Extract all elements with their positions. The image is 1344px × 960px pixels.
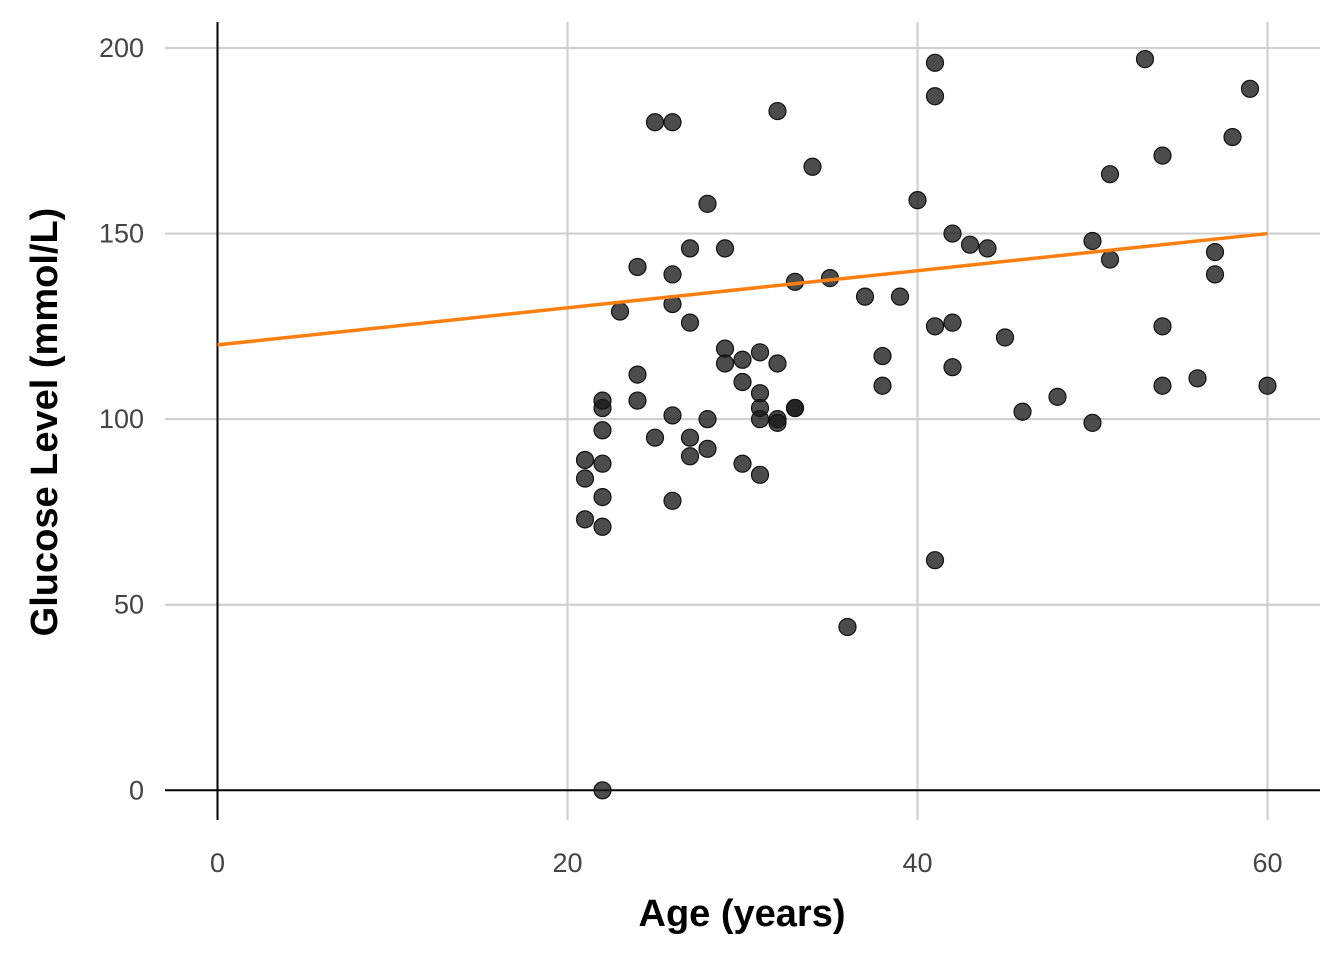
data-point <box>943 224 962 243</box>
data-point <box>1100 165 1120 184</box>
data-point <box>628 257 647 277</box>
data-point <box>680 447 700 466</box>
data-point <box>628 391 647 410</box>
data-point <box>978 239 997 258</box>
data-point <box>733 372 752 392</box>
data-point <box>645 113 665 132</box>
data-point <box>1205 243 1225 262</box>
data-point <box>943 358 962 377</box>
data-point <box>873 376 892 395</box>
data-point <box>1153 317 1172 336</box>
data-point <box>628 365 647 384</box>
data-point <box>768 101 787 121</box>
data-point <box>575 469 595 488</box>
axes <box>165 22 1320 820</box>
y-tick-label: 100 <box>99 404 144 434</box>
data-points <box>575 50 1277 800</box>
y-tick-label: 200 <box>99 33 144 63</box>
data-point <box>698 194 717 213</box>
data-point <box>698 439 717 458</box>
data-point <box>593 781 612 800</box>
tick-labels: 0 20 40 60 0 50 100 150 200 <box>99 33 1283 878</box>
data-point <box>960 235 980 254</box>
data-point <box>1188 369 1207 388</box>
data-point <box>593 391 612 410</box>
data-point <box>768 413 787 432</box>
grid <box>165 22 1320 820</box>
x-tick-label: 0 <box>210 848 225 878</box>
x-tick-label: 40 <box>902 848 932 878</box>
data-point <box>575 450 595 470</box>
data-point <box>838 617 857 637</box>
y-tick-label: 50 <box>114 590 144 620</box>
data-point <box>925 87 945 106</box>
data-point <box>750 410 770 429</box>
data-point <box>1135 50 1155 69</box>
data-point <box>925 53 945 72</box>
data-point <box>908 191 927 210</box>
data-point <box>680 239 700 258</box>
data-point <box>873 346 892 366</box>
data-point <box>1153 376 1172 395</box>
x-axis-title: Age (years) <box>639 893 846 935</box>
data-point <box>733 454 752 473</box>
data-point <box>610 302 630 321</box>
data-point <box>680 428 700 447</box>
data-point <box>1013 402 1032 421</box>
data-point <box>1083 231 1102 251</box>
data-point <box>995 328 1015 347</box>
data-point <box>1153 146 1172 165</box>
data-point <box>663 406 682 425</box>
data-point <box>890 287 910 306</box>
data-point <box>1048 387 1067 406</box>
data-point <box>1100 250 1120 269</box>
data-point <box>1240 79 1260 98</box>
data-point <box>1083 413 1102 432</box>
data-point <box>943 313 962 332</box>
data-point <box>663 113 682 132</box>
data-point <box>645 428 665 447</box>
data-point <box>925 317 945 336</box>
data-point <box>750 343 770 362</box>
data-point <box>715 354 735 373</box>
data-point <box>803 157 822 176</box>
data-point <box>593 487 612 507</box>
data-point <box>1205 265 1225 284</box>
y-tick-label: 0 <box>129 775 144 805</box>
data-point <box>698 410 717 429</box>
y-tick-label: 150 <box>99 219 144 249</box>
x-tick-label: 60 <box>1252 848 1282 878</box>
data-point <box>663 265 682 284</box>
data-point <box>1223 127 1242 147</box>
data-point <box>733 350 752 369</box>
data-point <box>768 354 787 373</box>
data-point <box>593 517 612 536</box>
data-point <box>593 454 612 473</box>
data-point <box>715 239 735 258</box>
data-point <box>575 510 595 529</box>
data-point <box>855 287 875 306</box>
data-point <box>785 398 805 418</box>
y-axis-title: Glucose Level (mmol/L) <box>24 208 66 637</box>
trend-line-group <box>217 231 1268 347</box>
data-point <box>750 465 770 484</box>
x-tick-label: 20 <box>552 848 582 878</box>
data-point <box>593 421 612 440</box>
data-point <box>925 551 945 570</box>
data-point <box>1258 376 1277 395</box>
trend-line <box>217 231 1268 347</box>
data-point <box>663 491 682 510</box>
data-point <box>680 313 700 332</box>
